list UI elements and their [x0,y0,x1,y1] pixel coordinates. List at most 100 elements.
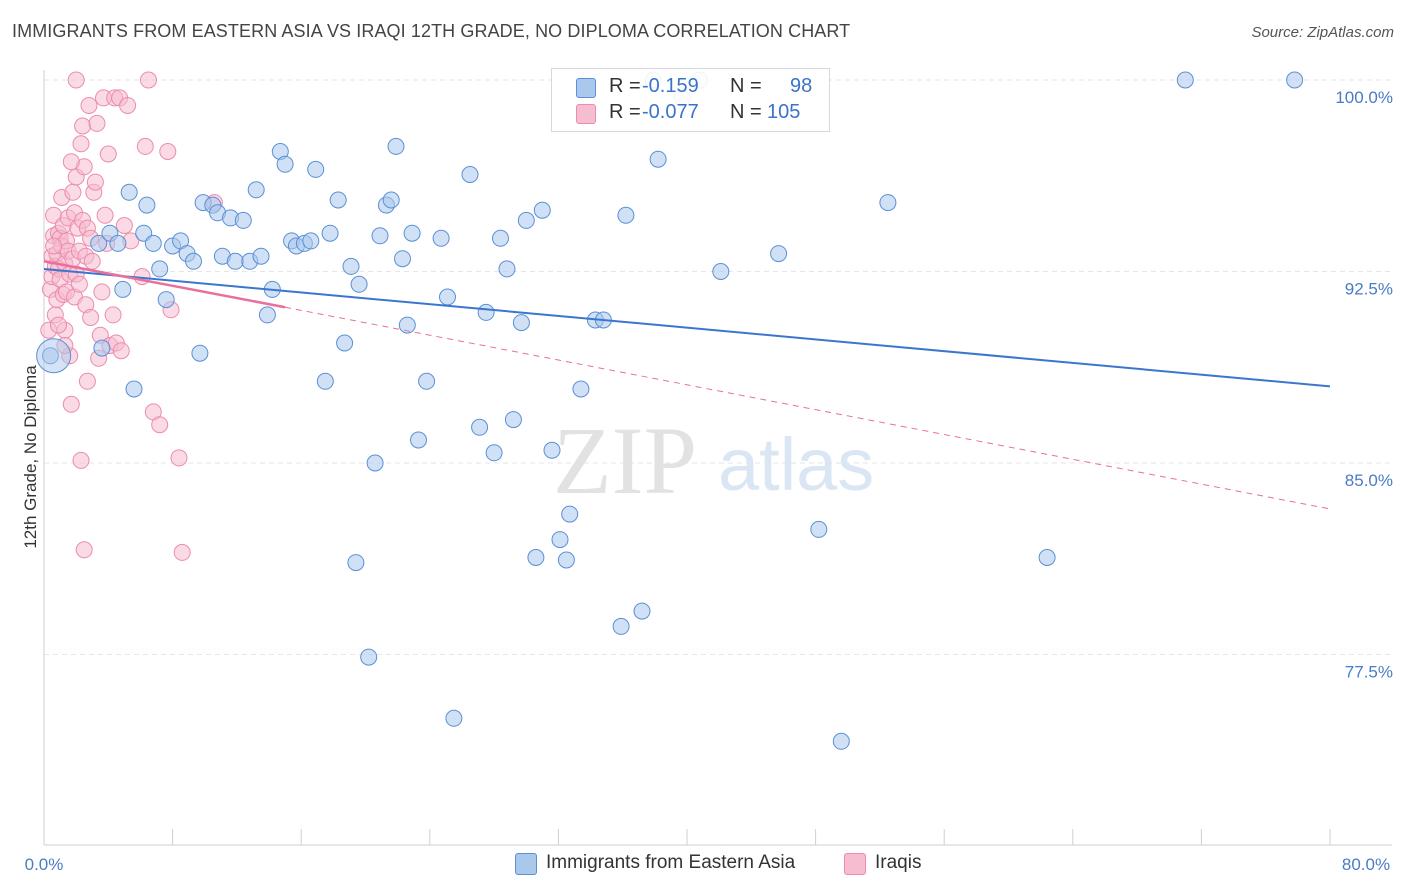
eastern-asia-point [517,211,535,229]
iraqis-point [82,309,100,326]
legend-swatch-pink [844,853,866,875]
eastern-asia-point [617,206,635,224]
x-axis-ticks [43,829,1331,845]
trend-lines [43,260,1331,510]
legend-r-value: -0.077 [642,101,699,123]
eastern-asia-point [307,160,325,178]
legend-swatch-blue [515,853,537,875]
iraqis-point [88,114,106,132]
eastern-asia-point [144,234,162,252]
y-tick-label: 92.5% [1345,280,1393,299]
iraqis-point [64,183,82,201]
eastern-asia-point [527,549,545,566]
iraqis-point [99,145,117,163]
eastern-asia-point [114,280,132,298]
eastern-asia-point [445,709,463,727]
iraqis-point [67,71,85,89]
x-tick-label-max: 80.0% [1342,855,1390,874]
eastern-asia-point [533,201,551,219]
legend-row-iraqis: R = -0.077 N = 105 [552,100,829,126]
legend-r-label: R = [609,101,641,123]
eastern-asia-point [342,257,360,275]
legend-n-label: N = [730,101,762,123]
eastern-asia-point [557,551,575,569]
iraqis-point [159,143,177,160]
eastern-asia-point [247,181,265,199]
eastern-asia-point [382,191,400,209]
eastern-asia-point [612,617,630,635]
iraqis-point [115,217,133,234]
legend-n-label: N = [730,75,762,97]
iraqis-point [45,237,63,255]
iraqis-point [62,153,80,171]
eastern-asia-point [394,250,411,268]
eastern-asia-point [157,291,175,309]
iraqis-trend-line-extended [285,306,1331,510]
eastern-asia-point [226,252,244,270]
eastern-asia-point [252,247,270,265]
eastern-asia-point [276,155,294,173]
iraqis-point [72,135,90,153]
eastern-asia-point [329,191,347,209]
eastern-asia-point [770,245,788,263]
eastern-asia-point [471,418,489,436]
legend-swatch-pink [576,104,596,124]
eastern-asia-point [403,224,421,242]
y-tick-labels: 100.0% 92.5% 85.0% 77.5% [1335,88,1393,682]
legend-n-value: 105 [767,101,801,123]
eastern-asia-point [191,344,209,362]
eastern-asia-point [504,411,522,429]
iraqis-point [75,541,93,559]
eastern-asia-point [371,227,389,245]
eastern-asia-point [336,334,354,352]
eastern-asia-trend-line [43,267,1331,388]
eastern-asia-point [321,224,339,242]
eastern-asia-point [398,316,416,334]
eastern-asia-point [572,380,590,398]
iraqis-points [40,71,223,561]
eastern-asia-point [109,234,127,252]
eastern-asia-point [366,454,384,472]
eastern-asia-point [477,303,495,321]
eastern-asia-point [120,183,138,201]
eastern-asia-point [302,232,320,250]
eastern-asia-point [234,211,252,229]
y-tick-label: 85.0% [1345,471,1393,490]
iraqis-point [83,252,101,270]
eastern-asia-point [712,263,730,280]
source-label: Source: ZipAtlas.com [1251,24,1394,41]
y-axis-label: 12th Grade, No Diploma [21,365,40,549]
eastern-asia-point [551,531,569,549]
eastern-asia-point [512,314,530,332]
series-legend: Immigrants from Eastern Asia Iraqis [0,852,1406,876]
iraqis-point [62,395,80,413]
x-tick-label-min: 0.0% [25,855,64,874]
legend-label-eastern-asia: Immigrants from Eastern Asia [546,852,796,873]
iraqis-point [112,342,130,360]
eastern-asia-point [485,444,503,462]
eastern-asia-point [418,372,436,390]
eastern-asia-point [93,339,111,357]
y-tick-label: 77.5% [1345,663,1393,682]
iraqis-point [93,283,111,301]
iraqis-point [119,97,137,114]
iraqis-point [104,306,122,324]
eastern-asia-point [543,441,561,459]
eastern-asia-point [138,196,156,214]
iraqis-point [70,275,88,293]
eastern-asia-point [461,166,479,183]
eastern-asia-point [1286,71,1304,89]
iraqis-point [50,316,67,334]
iraqis-point [136,137,154,155]
iraqis-point [170,449,188,467]
eastern-asia-point [316,372,334,390]
legend-label-iraqis: Iraqis [875,852,922,873]
legend-r-value: -0.159 [642,75,699,97]
chart-title: IMMIGRANTS FROM EASTERN ASIA VS IRAQI 12… [12,21,851,41]
iraqis-point [151,416,169,434]
legend-r-label: R = [609,75,641,97]
eastern-asia-point [387,137,405,155]
eastern-asia-point [347,554,365,572]
iraqis-trend-line [43,260,286,309]
